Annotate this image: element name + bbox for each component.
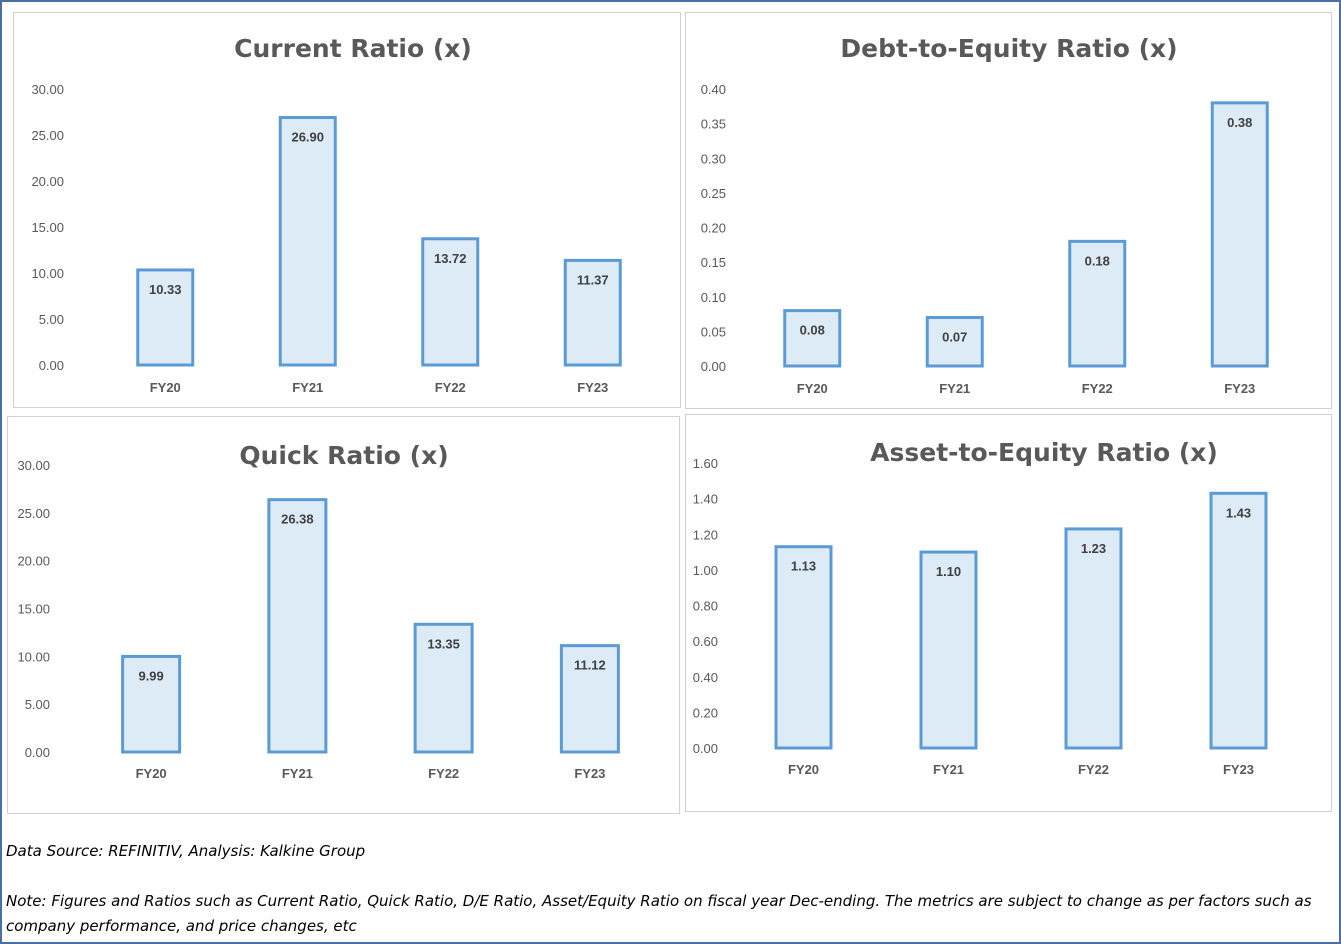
debt-to-equity-y-tick: 0.05	[701, 324, 726, 339]
current-ratio-y-tick: 5.00	[39, 312, 64, 327]
debt-to-equity-title: Debt-to-Equity Ratio (x)	[840, 34, 1177, 63]
quick-ratio-chart: Quick Ratio (x) 0.00 5.00 10.00 15.00 20.00 25…	[7, 416, 680, 814]
current-ratio-bar-fy22	[421, 237, 480, 367]
current-ratio-chart: Current Ratio (x) 0.00 5.00 10.00 15.00 20.00…	[13, 12, 681, 408]
asset-to-equity-y-tick: 1.20	[693, 527, 718, 542]
current-ratio-chart-svg: Current Ratio (x) 0.00 5.00 10.00 15.00 20.00…	[31, 34, 622, 395]
debt-to-equity-x-tick: FY22	[1082, 381, 1113, 396]
asset-to-equity-title: Asset-to-Equity Ratio (x)	[870, 438, 1218, 467]
current-ratio-y-tick: 20.00	[31, 174, 64, 189]
data-source-note: Data Source: REFINITIV, Analysis: Kalkin…	[6, 842, 366, 860]
asset-to-equity-bar-fy21	[919, 550, 978, 750]
quick-ratio-title: Quick Ratio (x)	[239, 441, 448, 470]
disclaimer-note: Note: Figures and Ratios such as Current…	[6, 892, 1312, 935]
current-ratio-y-tick: 25.00	[31, 128, 64, 143]
asset-to-equity-data-label: 1.13	[791, 559, 816, 574]
quick-ratio-data-label: 9.99	[138, 668, 163, 683]
asset-to-equity-x-tick: FY22	[1078, 762, 1109, 777]
debt-to-equity-x-tick: FY23	[1224, 381, 1255, 396]
asset-to-equity-y-tick: 1.60	[693, 456, 718, 471]
debt-to-equity-x-tick: FY20	[797, 381, 828, 396]
current-ratio-data-label: 26.90	[291, 130, 324, 145]
current-ratio-title: Current Ratio (x)	[234, 34, 472, 63]
quick-ratio-chart-svg: Quick Ratio (x) 0.00 5.00 10.00 15.00 20.00 25…	[17, 441, 620, 781]
asset-to-equity-y-tick: 1.40	[693, 492, 718, 507]
quick-ratio-data-label: 13.35	[427, 636, 460, 651]
current-ratio-bar-fy21	[278, 116, 337, 367]
debt-to-equity-data-label: 0.08	[800, 323, 825, 338]
quick-ratio-y-tick: 30.00	[17, 458, 50, 473]
current-ratio-data-label: 10.33	[149, 282, 182, 297]
quick-ratio-x-tick: FY23	[574, 766, 605, 781]
debt-to-equity-bar-fy20	[783, 309, 842, 368]
quick-ratio-x-tick: FY21	[282, 766, 313, 781]
asset-to-equity-bar-fy20	[774, 545, 833, 750]
asset-to-equity-x-tick: FY23	[1223, 762, 1254, 777]
quick-ratio-y-tick: 5.00	[25, 697, 50, 712]
asset-to-equity-y-tick: 0.60	[693, 634, 718, 649]
asset-to-equity-data-label: 1.23	[1081, 541, 1106, 556]
current-ratio-y-tick: 30.00	[31, 82, 64, 97]
current-ratio-y-tick: 0.00	[39, 358, 64, 373]
asset-to-equity-y-tick: 0.40	[693, 670, 718, 685]
quick-ratio-bar-fy21	[267, 498, 328, 754]
current-ratio-y-tick: 10.00	[31, 266, 64, 281]
debt-to-equity-bar-fy23	[1210, 101, 1269, 368]
current-ratio-x-tick: FY22	[435, 380, 466, 395]
asset-to-equity-data-label: 1.10	[936, 564, 961, 579]
quick-ratio-bar-fy23	[559, 644, 620, 754]
asset-to-equity-y-tick: 0.00	[693, 741, 718, 756]
current-ratio-y-tick: 15.00	[31, 220, 64, 235]
debt-to-equity-chart-svg: Debt-to-Equity Ratio (x) 0.00 0.05 0.10 0.15…	[701, 34, 1269, 396]
current-ratio-x-tick: FY21	[292, 380, 323, 395]
asset-to-equity-bar-fy22	[1064, 527, 1123, 750]
quick-ratio-bar-fy22	[413, 622, 474, 754]
debt-to-equity-y-tick: 0.20	[701, 221, 726, 236]
debt-to-equity-bar-fy22	[1068, 239, 1127, 368]
asset-to-equity-y-tick: 1.00	[693, 563, 718, 578]
debt-to-equity-y-tick: 0.15	[701, 255, 726, 270]
asset-to-equity-y-tick: 0.80	[693, 599, 718, 614]
debt-to-equity-y-tick: 0.40	[701, 82, 726, 97]
current-ratio-data-label: 13.72	[434, 251, 467, 266]
asset-to-equity-data-label: 1.43	[1226, 505, 1251, 520]
quick-ratio-bar-fy20	[121, 654, 182, 754]
asset-to-equity-x-tick: FY20	[788, 762, 819, 777]
current-ratio-bar-fy20	[136, 268, 195, 367]
debt-to-equity-y-tick: 0.00	[701, 359, 726, 374]
debt-to-equity-x-tick: FY21	[939, 381, 970, 396]
current-ratio-data-label: 11.37	[577, 272, 609, 287]
quick-ratio-data-label: 11.12	[574, 658, 606, 673]
debt-to-equity-data-label: 0.18	[1085, 253, 1110, 268]
quick-ratio-y-tick: 20.00	[17, 554, 50, 569]
asset-to-equity-x-tick: FY21	[933, 762, 964, 777]
quick-ratio-y-tick: 0.00	[25, 745, 50, 760]
debt-to-equity-y-tick: 0.25	[701, 186, 726, 201]
quick-ratio-x-tick: FY22	[428, 766, 459, 781]
asset-to-equity-chart: Asset-to-Equity Ratio (x) 0.00 0.20 0.40 0.6…	[685, 414, 1332, 812]
quick-ratio-y-tick: 10.00	[17, 649, 50, 664]
asset-to-equity-bar-fy23	[1209, 491, 1268, 750]
debt-to-equity-y-tick: 0.10	[701, 290, 726, 305]
quick-ratio-y-tick: 15.00	[17, 602, 50, 617]
debt-to-equity-chart: Debt-to-Equity Ratio (x) 0.00 0.05 0.10 0.15…	[685, 12, 1332, 409]
debt-to-equity-y-tick: 0.35	[701, 117, 726, 132]
asset-to-equity-y-tick: 0.20	[693, 705, 718, 720]
current-ratio-bar-fy23	[563, 258, 622, 367]
quick-ratio-data-label: 26.38	[281, 512, 314, 527]
quick-ratio-x-tick: FY20	[136, 766, 167, 781]
current-ratio-x-tick: FY20	[150, 380, 181, 395]
quick-ratio-y-tick: 25.00	[17, 506, 50, 521]
asset-to-equity-chart-svg: Asset-to-Equity Ratio (x) 0.00 0.20 0.40 0.6…	[693, 438, 1268, 777]
debt-to-equity-data-label: 0.38	[1227, 115, 1252, 130]
current-ratio-x-tick: FY23	[577, 380, 608, 395]
debt-to-equity-bar-fy21	[925, 316, 984, 368]
debt-to-equity-data-label: 0.07	[942, 330, 967, 345]
debt-to-equity-y-tick: 0.30	[701, 151, 726, 166]
